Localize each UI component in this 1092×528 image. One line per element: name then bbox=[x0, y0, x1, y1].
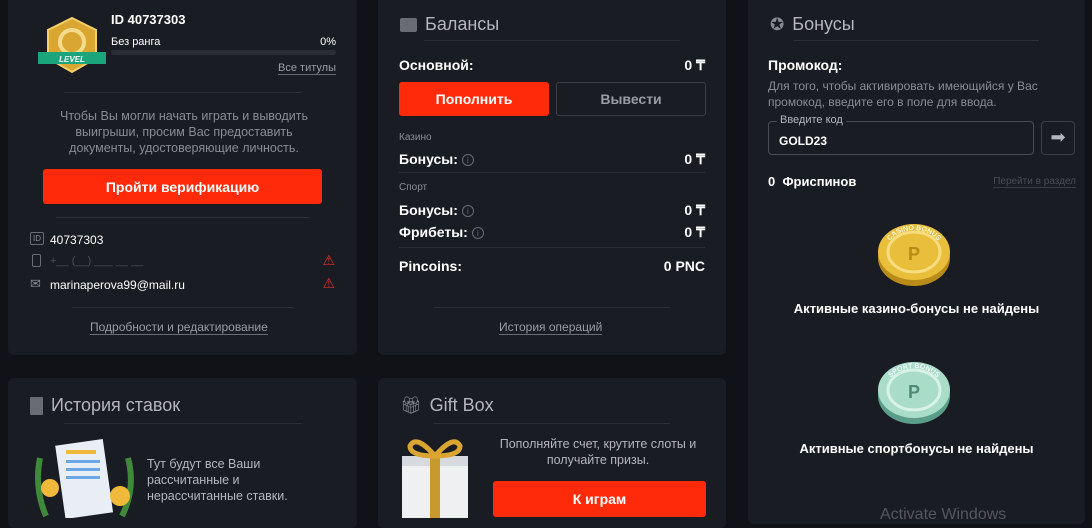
receipt-icon bbox=[30, 396, 43, 415]
casino-bonus-value: 0 ₸ bbox=[684, 151, 705, 167]
main-balance-label: Основной: bbox=[399, 57, 474, 73]
casino-bonus-empty: Активные казино-бонусы не найдены bbox=[793, 301, 1040, 316]
bonuses-title: Бонусы bbox=[792, 14, 855, 34]
casino-bonus-coin-icon: CASINO BONUS P bbox=[878, 224, 950, 286]
rank-percent: 0% bbox=[320, 36, 336, 48]
verify-button[interactable]: Пройти верификацию bbox=[43, 169, 322, 204]
operations-history-link[interactable]: История операций bbox=[499, 320, 603, 335]
award-icon: ✪ bbox=[770, 14, 785, 34]
giftbox-text: Пополняйте счет, крутите слоты и получай… bbox=[499, 437, 697, 467]
sport-label: Спорт bbox=[399, 182, 428, 193]
to-games-button[interactable]: К играм bbox=[493, 481, 706, 517]
info-icon[interactable]: i bbox=[471, 227, 484, 240]
rank-label: Без ранга bbox=[111, 36, 161, 48]
deposit-button[interactable]: Пополнить bbox=[399, 82, 549, 116]
phone-field[interactable]: +__ (__) ___ __ __ bbox=[50, 255, 144, 267]
promo-description: Для того, чтобы активировать имеющийся у… bbox=[768, 79, 1038, 109]
id-icon: ID bbox=[30, 232, 44, 245]
promo-input-value: GOLD23 bbox=[779, 134, 828, 148]
wallet-icon bbox=[400, 17, 417, 32]
rank-progress-bar bbox=[111, 50, 336, 55]
promo-submit-button[interactable]: ➡ bbox=[1041, 121, 1075, 155]
giftbox-title: Gift Box bbox=[429, 395, 494, 415]
bet-history-card: История ставок Тут будут все Ваши рассчи… bbox=[8, 378, 357, 528]
svg-text:P: P bbox=[908, 244, 920, 264]
verification-text: Чтобы Вы могли начать играть и выводить … bbox=[60, 109, 308, 155]
balances-card: Балансы Основной: 0 ₸ Пополнить Вывести … bbox=[378, 0, 726, 355]
mail-icon: ✉ bbox=[30, 276, 41, 291]
casino-label: Казино bbox=[399, 132, 432, 143]
phone-warning-icon: ⚠ bbox=[322, 252, 335, 268]
main-balance-value: 0 ₸ bbox=[684, 57, 705, 73]
email-warning-icon: ⚠ bbox=[322, 275, 335, 291]
gift-icon: 🎁︎ bbox=[400, 395, 422, 415]
balances-title: Балансы bbox=[425, 14, 500, 34]
details-edit-link[interactable]: Подробности и редактирование bbox=[90, 320, 268, 335]
badge-text: LEVEL bbox=[59, 55, 85, 64]
casino-bonus-label: Бонусы: bbox=[399, 151, 458, 167]
bonuses-card: ✪ Бонусы Промокод: Для того, чтобы актив… bbox=[748, 0, 1085, 524]
user-id-value: 40737303 bbox=[50, 233, 104, 247]
freebets-label: Фрибеты: bbox=[399, 224, 468, 240]
svg-text:P: P bbox=[908, 382, 920, 402]
sport-bonus-empty: Активные спортбонусы не найдены bbox=[799, 441, 1034, 456]
freespins-count: 0 Фриспинов bbox=[768, 174, 857, 189]
windows-watermark: Activate Windows bbox=[880, 506, 1007, 523]
casino-bonus-row: Бонусы: i bbox=[399, 151, 474, 167]
arrow-right-icon: ➡ bbox=[1050, 127, 1066, 147]
bet-slip-illustration-icon bbox=[35, 439, 134, 518]
promo-input-label: Введите код bbox=[777, 114, 846, 126]
profile-card: LEVEL ID 40737303 Без ранга 0% Все титул… bbox=[8, 0, 357, 355]
sport-bonus-row: Бонусы: i bbox=[399, 202, 474, 218]
all-titles-link[interactable]: Все титулы bbox=[278, 62, 336, 75]
sport-bonus-value: 0 ₸ bbox=[684, 202, 705, 218]
bet-history-text: Тут будут все Ваши рассчитанные и нерасс… bbox=[147, 457, 288, 503]
goto-section-link[interactable]: Перейти в раздел bbox=[993, 176, 1076, 188]
giftbox-card: 🎁︎ Gift Box Пополняйте счет, крутите сло… bbox=[378, 378, 726, 528]
email-value: marinaperova99@mail.ru bbox=[50, 278, 185, 292]
sport-bonus-label: Бонусы: bbox=[399, 202, 458, 218]
phone-icon bbox=[32, 254, 41, 267]
freebets-row: Фрибеты: i bbox=[399, 224, 484, 240]
sport-bonus-coin-icon: SPORT BONUS P bbox=[878, 362, 950, 424]
withdraw-button[interactable]: Вывести bbox=[556, 82, 706, 116]
promo-code-input[interactable]: Введите код GOLD23 bbox=[768, 114, 1034, 155]
info-icon[interactable]: i bbox=[461, 205, 474, 218]
bet-history-title: История ставок bbox=[51, 395, 181, 415]
level-badge-icon: LEVEL bbox=[38, 16, 106, 74]
info-icon[interactable]: i bbox=[461, 154, 474, 167]
pincoins-value: 0 PNC bbox=[663, 258, 705, 274]
freebets-value: 0 ₸ bbox=[684, 224, 705, 240]
pincoins-label: Pincoins: bbox=[399, 258, 463, 274]
promo-title: Промокод: bbox=[768, 57, 843, 73]
gift-box-illustration-icon bbox=[402, 439, 468, 518]
profile-id-title: ID 40737303 bbox=[111, 12, 186, 27]
